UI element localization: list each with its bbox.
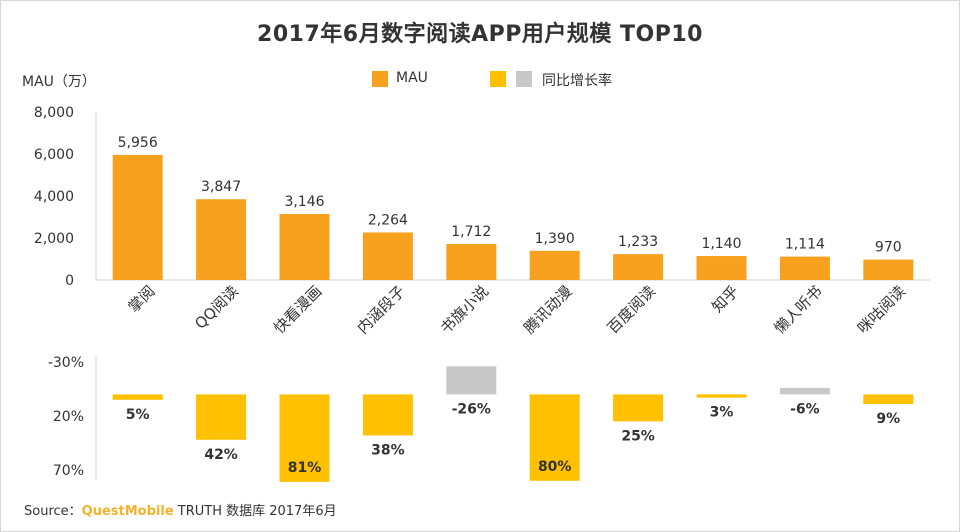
mau-bar [446,244,497,280]
source-prefix: Source： [24,504,82,519]
growth-bar [613,394,664,422]
mau-value-label: 1,390 [535,231,575,247]
category-label: 内涵段子 [354,282,409,337]
category-label: QQ阅读 [191,282,242,333]
legend-label-growth: 同比增长率 [542,73,612,89]
growth-value-label: 38% [371,442,405,458]
mau-value-label: 3,847 [201,179,241,195]
mau-bar [279,213,330,280]
growth-value-label: 81% [288,460,322,476]
category-label: 快看漫画 [270,282,325,337]
growth-value-label: 5% [126,407,150,423]
growth-value-label: 9% [876,411,900,427]
category-label: 咪咕阅读 [854,282,909,337]
mau-bar [696,256,747,280]
mau-bar [362,232,413,280]
bottom-y-tick-label: 70% [53,463,84,479]
growth-bar [779,387,830,395]
growth-bar [279,394,330,482]
mau-bar [779,256,830,280]
mau-value-label: 2,264 [368,212,408,228]
category-label: 腾讯动漫 [520,282,575,337]
source-brand: QuestMobile [81,504,174,519]
bottom-y-tick-label: -30% [48,355,84,371]
y-axis-label: MAU（万） [22,74,96,90]
category-label: 懒人听书 [771,282,826,337]
top-y-tick-label: 2,000 [34,231,74,247]
mau-bar [196,199,247,280]
mau-bar [613,254,664,280]
source-suffix: TRUTH 数据库 2017年6月 [173,504,337,519]
legend-swatch-mau [372,71,388,87]
mau-value-label: 5,956 [118,135,158,151]
growth-value-label: -6% [790,401,820,417]
growth-bar [112,394,163,400]
top-y-tick-label: 0 [65,273,74,289]
category-label: 知乎 [708,282,742,316]
chart-title: 2017年6月数字阅读APP用户规模 TOP10 [257,22,703,47]
mau-value-label: 1,712 [451,224,491,240]
top-y-tick-label: 6,000 [34,147,74,163]
mau-value-label: 970 [875,240,902,256]
mau-value-label: 1,114 [785,237,825,253]
growth-bar [696,394,747,398]
growth-bar [196,394,247,440]
growth-bar [863,394,914,405]
mau-value-label: 1,140 [701,236,741,252]
source-note: Source：QuestMobile TRUTH 数据库 2017年6月 [24,500,337,519]
growth-value-label: 3% [710,405,734,421]
mau-value-label: 1,233 [618,234,658,250]
growth-bar [446,366,497,395]
growth-bar [529,394,580,481]
legend-swatch-growth-negative [516,71,532,87]
mau-bar [529,250,580,280]
top-y-tick-label: 4,000 [34,189,74,205]
category-label: 掌阅 [125,282,159,316]
growth-value-label: 25% [621,428,655,444]
top-y-tick-label: 8,000 [34,105,74,121]
growth-value-label: 42% [204,447,238,463]
bottom-y-tick-label: 20% [53,409,84,425]
growth-value-label: -26% [452,401,491,417]
category-label: 百度阅读 [604,282,659,337]
legend-label-mau: MAU [396,70,428,86]
growth-bar [362,394,413,436]
category-label: 书旗小说 [437,282,492,337]
mau-bar [863,259,914,280]
mau-value-label: 3,146 [284,194,324,210]
legend-swatch-growth-positive [490,71,506,87]
growth-value-label: 80% [538,459,572,475]
mau-bar [112,154,163,280]
